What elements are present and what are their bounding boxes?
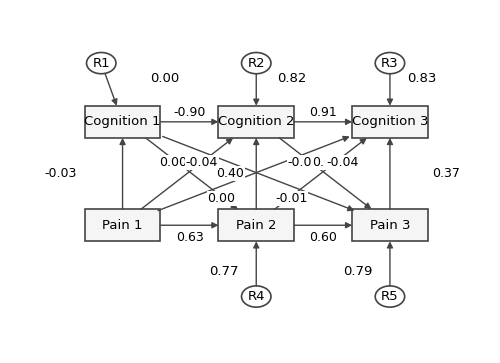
Text: 0.79: 0.79 xyxy=(343,265,372,278)
Text: -0.01: -0.01 xyxy=(275,192,308,205)
Text: 0.00: 0.00 xyxy=(159,156,187,169)
Text: R2: R2 xyxy=(248,57,265,70)
Text: -0.03: -0.03 xyxy=(45,167,77,180)
FancyBboxPatch shape xyxy=(85,106,160,138)
Text: R4: R4 xyxy=(248,290,265,303)
Text: 0.83: 0.83 xyxy=(408,72,437,85)
Text: -0.01: -0.01 xyxy=(288,156,320,169)
Text: 0.63: 0.63 xyxy=(176,231,204,244)
Text: R5: R5 xyxy=(381,290,399,303)
FancyBboxPatch shape xyxy=(218,106,294,138)
Text: Cognition 3: Cognition 3 xyxy=(352,115,428,129)
Text: 0.01: 0.01 xyxy=(312,156,340,169)
Text: Pain 3: Pain 3 xyxy=(370,219,410,232)
Circle shape xyxy=(375,53,404,74)
Text: R3: R3 xyxy=(381,57,399,70)
Text: R1: R1 xyxy=(92,57,110,70)
Text: 0.82: 0.82 xyxy=(278,72,307,85)
FancyBboxPatch shape xyxy=(85,209,160,241)
FancyBboxPatch shape xyxy=(352,209,428,241)
Circle shape xyxy=(86,53,116,74)
Text: 0.40: 0.40 xyxy=(216,167,244,180)
Text: -0.04: -0.04 xyxy=(186,156,218,169)
FancyBboxPatch shape xyxy=(352,106,428,138)
Circle shape xyxy=(242,53,271,74)
Circle shape xyxy=(375,286,404,307)
Text: 0.00: 0.00 xyxy=(208,192,236,205)
Text: 0.00: 0.00 xyxy=(150,72,179,85)
Circle shape xyxy=(242,286,271,307)
Text: -0.90: -0.90 xyxy=(174,106,206,119)
FancyBboxPatch shape xyxy=(218,209,294,241)
Text: Pain 1: Pain 1 xyxy=(102,219,143,232)
Text: -0.04: -0.04 xyxy=(326,156,358,169)
Text: Cognition 2: Cognition 2 xyxy=(218,115,294,129)
Text: 0.91: 0.91 xyxy=(309,106,337,119)
Text: Pain 2: Pain 2 xyxy=(236,219,277,232)
Text: Cognition 1: Cognition 1 xyxy=(84,115,161,129)
Text: 0.37: 0.37 xyxy=(432,167,460,180)
Text: 0.77: 0.77 xyxy=(210,265,239,278)
Text: 0.60: 0.60 xyxy=(309,231,337,244)
